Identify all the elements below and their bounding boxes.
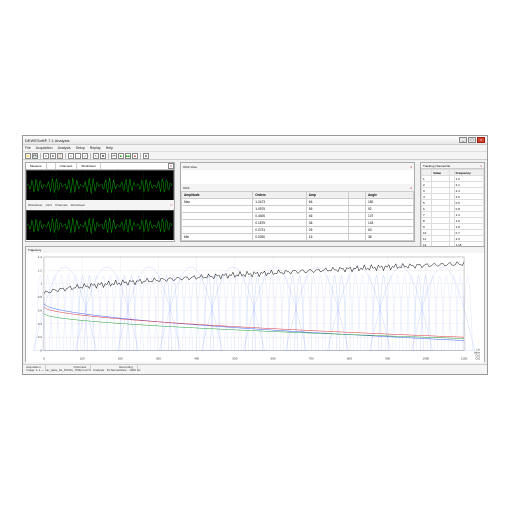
table-row[interactable]: 0.187536143	[182, 220, 414, 227]
close-icon[interactable]: ×	[170, 203, 172, 207]
zoom-fit-button[interactable]: ⤢	[82, 153, 88, 159]
table-row[interactable]: Max1.247366180	[182, 199, 414, 206]
scope-tab[interactable]: 1/1/1	[45, 203, 52, 207]
play-button[interactable]: ▶	[118, 153, 124, 159]
status-cell: Acquisition	[26, 365, 46, 369]
status-cell: Recording	[119, 365, 138, 369]
status-cells: Acquisition Channels Recording	[23, 364, 487, 369]
status-cell: Channels	[74, 365, 92, 369]
rewind-button[interactable]: ⏮	[111, 153, 117, 159]
scope-tab[interactable]: Measure	[26, 163, 47, 169]
marker-button[interactable]: ✚	[100, 153, 106, 159]
svg-text:1100: 1100	[461, 357, 468, 361]
close-icon[interactable]: ×	[410, 165, 412, 169]
open-button[interactable]: 📁	[25, 153, 31, 159]
save-button[interactable]: 💾	[32, 153, 38, 159]
close-icon[interactable]: ×	[410, 186, 412, 190]
svg-text:0.2: 0.2	[38, 335, 42, 339]
scope-tab[interactable]: Worksheet	[77, 163, 100, 169]
paste-button[interactable]: 📋	[57, 153, 63, 159]
close-icon[interactable]: ×	[168, 163, 174, 169]
data-table-panel: Orbit View × Orbit × AmplitudeOrdersAmpA…	[180, 162, 415, 242]
close-button[interactable]: ×	[477, 137, 485, 143]
svg-text:100: 100	[80, 357, 85, 361]
main-chart[interactable]: 01002003004005006007008009001000110000.2…	[26, 253, 484, 361]
minimize-button[interactable]: _	[459, 137, 467, 143]
table-row[interactable]: 1.09755692	[182, 206, 414, 213]
scope-label: Worksheet	[28, 203, 42, 207]
play2-button[interactable]: ▶▶	[125, 153, 131, 159]
scope-toolbar: Worksheet 1/1/1 Channels Worksheet ×	[26, 200, 174, 210]
window-title: DEWESoft® 7.1 Analysis	[25, 138, 70, 143]
svg-text:500: 500	[232, 357, 237, 361]
scope-tab[interactable]	[47, 163, 56, 169]
scope-tabs: Measure ChannelsWorksheet	[26, 163, 174, 170]
close-icon[interactable]: ×	[480, 164, 482, 168]
zoom-out-button[interactable]: -	[75, 153, 81, 159]
menu-setup[interactable]: Setup	[76, 146, 85, 150]
panel-title: Orbit View	[183, 165, 197, 169]
svg-text:600: 600	[271, 357, 276, 361]
scope-top[interactable]	[26, 170, 174, 200]
table-row[interactable]: Min0.02501638	[182, 234, 414, 241]
menu-file[interactable]: File	[25, 146, 31, 150]
scope-panel: MeasureChannelsWorksheet × Worksheet 1/1…	[25, 162, 175, 242]
config-button[interactable]: ⚙	[143, 153, 149, 159]
panel-title: Tracking channel list	[423, 164, 450, 168]
scope-bottom[interactable]	[26, 210, 174, 240]
col-header: Amplitude	[182, 192, 253, 199]
scope-tab[interactable]: Worksheet	[71, 203, 85, 207]
svg-text:1.4: 1.4	[38, 255, 42, 259]
svg-text:1000: 1000	[423, 357, 430, 361]
main-chart-panel: Trajectory 01002003004005006007008009001…	[25, 246, 485, 362]
zoom-in-button[interactable]: +	[68, 153, 74, 159]
menu-help[interactable]: Help	[106, 146, 113, 150]
col-header: Angle	[365, 192, 413, 199]
menu-analysis[interactable]: Analysis	[58, 146, 71, 150]
titlebar[interactable]: DEWESoft® 7.1 Analysis _ □ ×	[23, 136, 487, 145]
cursor-button[interactable]: ↖	[93, 153, 99, 159]
svg-text:1.2: 1.2	[38, 268, 42, 272]
svg-text:900: 900	[385, 357, 390, 361]
toolbar: 📁💾✂⧉📋+-⤢↖✚⏮▶▶▶■⚙	[23, 152, 487, 160]
copy-button[interactable]: ⧉	[50, 153, 56, 159]
col-header: Amp	[306, 192, 348, 199]
col-header: Orders	[253, 192, 307, 199]
maximize-button[interactable]: □	[468, 137, 476, 143]
menubar: File Acquisition Analysis Setup Replay Help	[23, 145, 487, 152]
table-row[interactable]: 0.440646137	[182, 213, 414, 220]
svg-text:800: 800	[347, 357, 352, 361]
svg-text:200: 200	[118, 357, 123, 361]
svg-text:Ch2: Ch2	[475, 358, 480, 361]
table-title: Orbit	[183, 186, 190, 190]
svg-text:300: 300	[156, 357, 161, 361]
menu-replay[interactable]: Replay	[90, 146, 101, 150]
stop-button[interactable]: ■	[132, 153, 138, 159]
scope-tab[interactable]: Channels	[55, 203, 68, 207]
svg-text:0.6: 0.6	[38, 308, 42, 312]
svg-text:0.8: 0.8	[38, 295, 42, 299]
cut-button[interactable]: ✂	[43, 153, 49, 159]
menu-acquisition[interactable]: Acquisition	[36, 146, 53, 150]
table-row[interactable]: 0.07312663	[182, 227, 414, 234]
scope-tab[interactable]: Channels	[56, 163, 78, 169]
data-table: AmplitudeOrdersAmp AngleMax1.2473661801.0…	[181, 191, 414, 241]
svg-text:400: 400	[194, 357, 199, 361]
col-header	[348, 192, 365, 199]
svg-text:700: 700	[309, 357, 314, 361]
